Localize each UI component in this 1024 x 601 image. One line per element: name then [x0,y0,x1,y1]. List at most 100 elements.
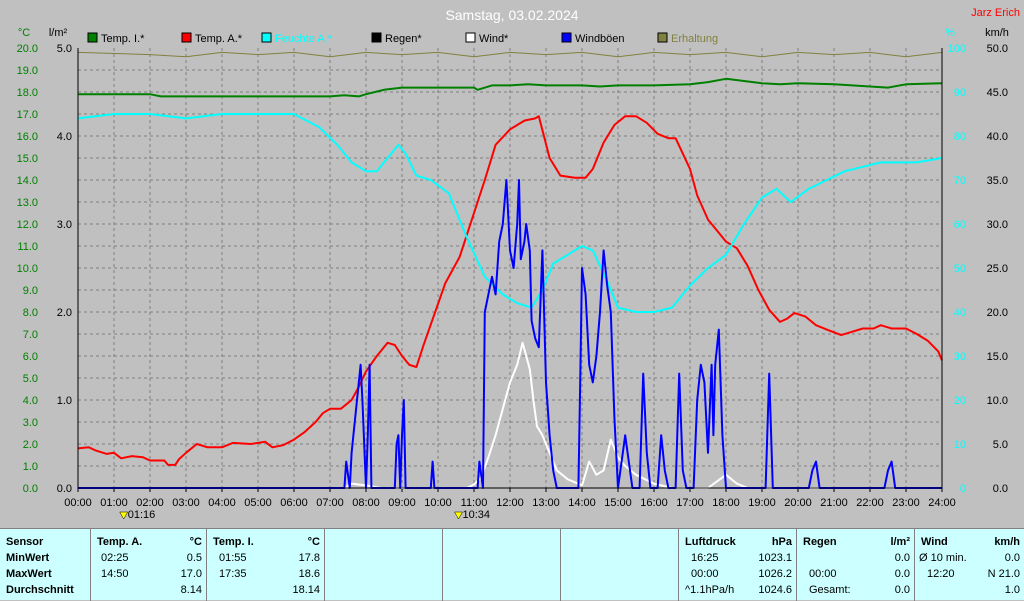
x-tick-label: 08:00 [352,497,380,509]
rain-tick-label: 0.0 [57,483,72,495]
rain-tick-label: 1.0 [57,395,72,407]
rain-tick-label: 3.0 [57,219,72,231]
humidity-tick-label: 40 [954,307,966,319]
row-avg-label: Durchschnitt [6,584,74,596]
legend-label: Temp. I.* [101,33,145,45]
pressure-trend: ^1.1hPa/h [685,584,735,596]
row-min-label: MinWert [6,552,50,564]
legend-swatch [371,32,382,43]
humidity-tick-label: 50 [954,263,966,275]
x-tick-label: 04:00 [208,497,236,509]
wind-max-time: 12:20 [927,568,955,580]
series-line [77,51,943,58]
x-tick-label: 03:00 [172,497,200,509]
temp-tick-label: 17.0 [17,109,38,121]
temp-tick-label: 13.0 [17,197,38,209]
temp-i-max-value: 18.6 [298,568,320,580]
time-marker-label: 01:16 [128,509,156,521]
temp-i-header: Temp. I. [213,536,254,548]
x-tick-label: 14:00 [568,497,596,509]
temp-a-max-time: 14:50 [101,568,129,580]
rain-min-value: 0.0 [894,552,910,564]
wind-tick-label: 20.0 [987,307,1008,319]
humidity-tick-label: 100 [948,43,966,55]
temp-tick-label: 1.0 [23,461,38,473]
x-tick-label: 20:00 [784,497,812,509]
legend-label: Feuchte A.* [275,33,333,45]
x-tick-label: 10:00 [424,497,452,509]
pressure-max-value: 1026.2 [758,568,792,580]
axis-unit-label: l/m² [49,27,68,39]
wind-header: Wind [921,536,948,548]
rain-tick-label: 4.0 [57,131,72,143]
temp-tick-label: 8.0 [23,307,38,319]
wind-tick-label: 30.0 [987,219,1008,231]
rain-total-label: Gesamt: [809,584,851,596]
pressure-max-time: 00:00 [691,568,719,580]
x-tick-label: 00:00 [64,497,92,509]
temp-a-min-time: 02:25 [101,552,129,564]
x-tick-label: 23:00 [892,497,920,509]
weather-chart: Samstag, 03.02.2024 Jarz Erich Temp. I.*… [16,7,1020,521]
temp-tick-label: 10.0 [17,263,38,275]
series-line [78,77,943,98]
wind-tick-label: 5.0 [993,439,1008,451]
humidity-tick-label: 10 [954,439,966,451]
temp-tick-label: 11.0 [17,241,38,253]
wind-tick-label: 15.0 [987,351,1008,363]
wind-max-value: N 21.0 [987,568,1020,580]
temp-i-unit: °C [307,536,320,548]
station-name: Jarz Erich [971,7,1020,19]
humidity-tick-label: 30 [954,351,966,363]
rain-unit: l/m² [890,536,910,548]
time-marker-icon [454,511,463,520]
temp-tick-label: 19.0 [17,65,38,77]
series-line [77,113,943,313]
humidity-tick-label: 70 [954,175,966,187]
temp-tick-label: 3.0 [23,417,38,429]
legend-label: Regen* [385,33,422,45]
x-tick-label: 02:00 [136,497,164,509]
temp-tick-label: 6.0 [23,351,38,363]
wind-unit: km/h [994,536,1020,548]
axis-unit-label: % [945,27,955,39]
legend-label: Temp. A.* [195,33,243,45]
wind-day-average: 1.0 [1004,584,1020,596]
temp-i-max-time: 17:35 [219,568,247,580]
wind-tick-label: 0.0 [993,483,1008,495]
stats-temp-a-column: Temp. A. °C 02:25 0.5 14:50 17.0 8.14 [90,529,206,601]
stats-temp-i-column: Temp. I. °C 01:55 17.8 17:35 18.6 18.14 [206,529,324,601]
x-tick-label: 16:00 [640,497,668,509]
legend-swatch [657,32,668,43]
temp-tick-label: 14.0 [17,175,38,187]
x-tick-label: 13:00 [532,497,560,509]
temp-tick-label: 0.0 [23,483,38,495]
temp-a-max-value: 17.0 [180,568,202,580]
series-line [77,115,943,466]
temp-i-average: 18.14 [292,584,320,596]
temp-tick-label: 5.0 [23,373,38,385]
wind-avg-label: Ø 10 min. [919,552,967,564]
rain-max-value: 0.0 [894,568,910,580]
legend-label: Wind* [479,33,509,45]
temp-i-min-time: 01:55 [219,552,247,564]
humidity-tick-label: 90 [954,87,966,99]
x-tick-label: 01:00 [100,497,128,509]
time-marker-label: 10:34 [463,509,491,521]
humidity-tick-label: 0 [960,483,966,495]
x-tick-label: 24:00 [928,497,956,509]
temp-tick-label: 15.0 [17,153,38,165]
plot-area: 0.0 1.0 2.0 3.0 4.0 5.0 6.0 7.0 8.0 9.0 10.0 11.0 12… [17,43,1008,521]
row-max-label: MaxWert [6,568,52,580]
x-tick-label: 07:00 [316,497,344,509]
stats-empty-2 [442,529,560,601]
temp-tick-label: 18.0 [17,87,38,99]
wind-avg-value: 0.0 [1004,552,1020,564]
temp-a-header: Temp. A. [97,536,143,548]
x-tick-label: 17:00 [676,497,704,509]
sensor-header: Sensor [6,536,44,548]
stats-rain-column: Regen l/m² 0.0 00:00 0.0 Gesamt: 0.0 [796,529,914,601]
temp-a-average: 8.14 [180,584,202,596]
axis-unit-label: km/h [985,27,1009,39]
axis-unit-label: °C [18,27,30,39]
